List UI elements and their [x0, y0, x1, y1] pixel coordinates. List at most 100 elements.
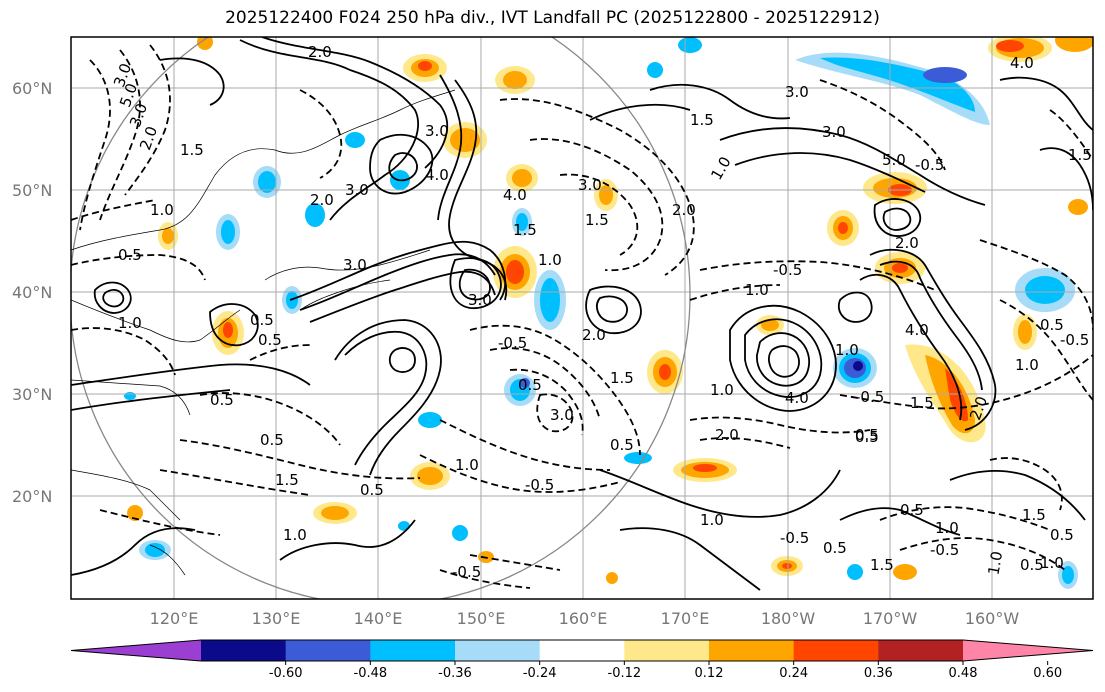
colorbar-segment [793, 640, 879, 661]
colorbar-segment [539, 640, 625, 661]
contour-label: 1.0 [1015, 356, 1039, 374]
lon-label: 160°E [559, 609, 608, 628]
contour-label: 3.0 [345, 181, 369, 199]
contour-label: 0.5 [610, 436, 634, 454]
contour-label: 2.0 [672, 201, 696, 219]
landfall-region-circle [71, 37, 691, 599]
contour-label: 3.0 [425, 122, 449, 140]
contour-label: 1.0 [1040, 554, 1064, 572]
colorbar-segment [455, 640, 541, 661]
contour-label: -0.5 [855, 388, 884, 406]
contour-label: 1.5 [910, 394, 934, 412]
contour-label: 4.0 [503, 186, 527, 204]
gridlines [71, 37, 1093, 599]
contour-label: 1.0 [455, 456, 479, 474]
colorbar-segment [201, 640, 287, 661]
contour-label: 3.0 [822, 123, 846, 141]
longitude-labels: 120°E 130°E 140°E 150°E 160°E 170°E 180°… [150, 609, 1020, 628]
contour-label: 3.0 [785, 83, 809, 101]
latitude-labels: 60°N 50°N 40°N 30°N 20°N [12, 79, 52, 506]
contour-label: 1.5 [870, 556, 894, 574]
contour-label: 0.5 [260, 431, 284, 449]
colorbar-segment [285, 640, 371, 661]
contour-label: 1.0 [935, 519, 959, 537]
contour-label: 0.5 [250, 311, 274, 329]
colorbar-segment [878, 640, 964, 661]
contour-label: -0.5 [498, 334, 527, 352]
colorbar-tick-labels: -0.60 -0.48 -0.36 -0.24 -0.12 0.12 0.24 0.36 0.4… [269, 661, 1062, 681]
contour-label: -0.5 [915, 156, 944, 174]
contour-label: 4.0 [905, 321, 929, 339]
colorbar-tick-label: 0.24 [779, 666, 808, 681]
contour-label: 3.0 [578, 176, 602, 194]
lat-label: 20°N [12, 487, 52, 506]
contour-label: 1.0 [835, 341, 859, 359]
lon-label: 120°E [150, 609, 199, 628]
coastlines [71, 89, 456, 576]
contour-label: 1.5 [1022, 506, 1046, 524]
contour-label: 1.0 [538, 251, 562, 269]
contour-label: 0.5 [210, 391, 234, 409]
lat-label: 40°N [12, 283, 52, 302]
contour-label: 0.5 [118, 246, 142, 264]
contour-label: 1.5 [610, 369, 634, 387]
contour-label: -0.5 [452, 563, 481, 581]
contour-label: 1.0 [984, 550, 1006, 577]
lon-label: 160°W [965, 609, 1020, 628]
lon-label: 170°W [863, 609, 918, 628]
colorbar-tick-label: -0.12 [608, 666, 642, 681]
contour-label: 3.0 [550, 406, 574, 424]
lon-label: 170°E [661, 609, 710, 628]
contour-label: 1.5 [513, 221, 537, 239]
lon-label: 130°E [252, 609, 301, 628]
contour-label: 0.5 [1020, 556, 1044, 574]
dashed-contours [71, 44, 1093, 589]
colorbar-tick-label: -0.24 [523, 666, 557, 681]
colorbar-tick-label: -0.36 [438, 666, 472, 681]
colorbar-min-arrow [71, 640, 201, 661]
lon-label: 180°W [761, 609, 816, 628]
contour-label: 0.5 [900, 501, 924, 519]
contour-label: 1.0 [283, 526, 307, 544]
contour-label: 2.0 [895, 234, 919, 252]
contour-label: 1.5 [1068, 146, 1092, 164]
contour-label: 1.0 [710, 381, 734, 399]
negative-shading [124, 37, 1078, 589]
map-title: 2025122400 F024 250 hPa div., IVT Landfa… [225, 8, 880, 28]
contour-label: 4.0 [425, 166, 449, 184]
contour-label: 1.0 [150, 201, 174, 219]
contour-label: 2.0 [308, 43, 332, 61]
contour-label: 0.5 [855, 426, 879, 444]
colorbar-tick-label: -0.60 [269, 666, 303, 681]
contour-label: 1.5 [690, 111, 714, 129]
contour-label: -0.5 [525, 476, 554, 494]
lon-label: 150°E [457, 609, 506, 628]
map-area [71, 37, 1093, 599]
contour-label: 4.0 [785, 389, 809, 407]
contour-label: 4.0 [1010, 54, 1034, 72]
contour-label: 3.0 [343, 256, 367, 274]
contour-label: -0.5 [1060, 331, 1089, 349]
contour-label: 0.5 [823, 539, 847, 557]
contour-label: 2.0 [715, 426, 739, 444]
lat-label: 60°N [12, 79, 52, 98]
contour-label: 1.0 [745, 281, 769, 299]
colorbar-tick-label: 0.60 [1033, 666, 1062, 681]
solid-contours [71, 37, 1093, 591]
contour-label: 1.0 [118, 314, 142, 332]
map-border [70, 36, 1094, 600]
contour-label: 3.0 [468, 291, 492, 309]
contour-label: 0.5 [360, 481, 384, 499]
contour-label: 5.0 [882, 151, 906, 169]
colorbar-tick-label: -0.48 [354, 666, 388, 681]
contour-label: 0.5 [518, 376, 542, 394]
contour-label: -0.5 [930, 541, 959, 559]
colorbar-tick-label: 0.12 [695, 666, 724, 681]
contour-label: 0.5 [1040, 316, 1064, 334]
colorbar-segment [370, 640, 456, 661]
lat-label: 50°N [12, 181, 52, 200]
contour-label: 2.0 [310, 191, 334, 209]
colorbar-segment [709, 640, 795, 661]
contour-label: 0.5 [1050, 526, 1074, 544]
